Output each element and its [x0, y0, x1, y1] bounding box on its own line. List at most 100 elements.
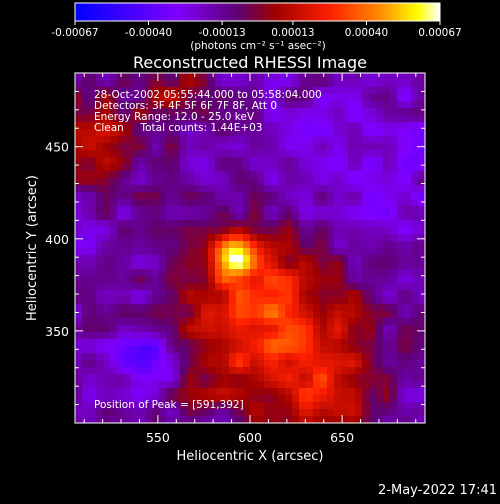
heatmap-cell	[117, 248, 125, 256]
heatmap-cell	[320, 290, 328, 298]
heatmap-cell	[383, 206, 391, 214]
heatmap-cell	[355, 297, 363, 305]
heatmap-cell	[264, 150, 272, 158]
heatmap-cell	[89, 241, 97, 249]
heatmap-cell	[215, 262, 223, 270]
heatmap-cell	[152, 332, 160, 340]
heatmap-cell	[383, 164, 391, 172]
heatmap-cell	[159, 353, 167, 361]
heatmap-cell	[334, 360, 342, 368]
heatmap-cell	[243, 171, 251, 179]
heatmap-cell	[397, 402, 405, 410]
heatmap-cell	[82, 269, 90, 277]
heatmap-cell	[243, 402, 251, 410]
heatmap-cell	[369, 157, 377, 165]
heatmap-cell	[390, 269, 398, 277]
heatmap-cell	[264, 122, 272, 130]
heatmap-cell	[404, 234, 412, 242]
heatmap-cell	[187, 101, 195, 109]
heatmap-cell	[313, 388, 321, 396]
heatmap-cell	[138, 129, 146, 137]
heatmap-cell	[103, 220, 111, 228]
heatmap-cell	[124, 416, 132, 423]
heatmap-cell	[376, 283, 384, 291]
heatmap-cell	[278, 262, 286, 270]
heatmap-cell	[362, 269, 370, 277]
heatmap-cell	[159, 297, 167, 305]
heatmap-cell	[390, 311, 398, 319]
heatmap-cell	[89, 143, 97, 151]
heatmap-cell	[278, 346, 286, 354]
heatmap-cell	[166, 227, 174, 235]
heatmap-cell	[264, 171, 272, 179]
heatmap-cell	[89, 164, 97, 172]
heatmap-cell	[138, 325, 146, 333]
heatmap-cell	[117, 108, 125, 116]
heatmap-cell	[376, 381, 384, 389]
heatmap-cell	[110, 311, 118, 319]
heatmap-cell	[124, 108, 132, 116]
heatmap-cell	[138, 87, 146, 95]
heatmap-cell	[404, 255, 412, 263]
heatmap-cell	[124, 122, 132, 130]
heatmap-cell	[222, 185, 230, 193]
heatmap-cell	[187, 227, 195, 235]
heatmap-cell	[187, 374, 195, 382]
heatmap-cell	[222, 388, 230, 396]
heatmap-cell	[131, 360, 139, 368]
heatmap-cell	[229, 255, 237, 263]
heatmap-cell	[264, 178, 272, 186]
heatmap-cell	[355, 101, 363, 109]
heatmap-cell	[117, 234, 125, 242]
heatmap-cell	[110, 143, 118, 151]
heatmap-cell	[152, 178, 160, 186]
heatmap-cell	[376, 87, 384, 95]
heatmap-cell	[278, 227, 286, 235]
heatmap-cell	[383, 241, 391, 249]
heatmap-cell	[320, 367, 328, 375]
heatmap-cell	[138, 157, 146, 165]
heatmap-cell	[334, 416, 342, 423]
heatmap-cell	[334, 171, 342, 179]
heatmap-cell	[208, 269, 216, 277]
heatmap-cell	[341, 381, 349, 389]
heatmap-cell	[313, 248, 321, 256]
heatmap-cell	[376, 220, 384, 228]
heatmap-cell	[362, 325, 370, 333]
heatmap-cell	[334, 73, 342, 81]
heatmap-cell	[208, 283, 216, 291]
heatmap-cell	[243, 374, 251, 382]
heatmap-cell	[397, 108, 405, 116]
heatmap-cell	[404, 297, 412, 305]
heatmap-cell	[131, 101, 139, 109]
heatmap-cell	[152, 339, 160, 347]
heatmap-cell	[334, 262, 342, 270]
heatmap-cell	[250, 157, 258, 165]
heatmap-cell	[292, 87, 300, 95]
heatmap-cell	[96, 101, 104, 109]
heatmap-cell	[285, 360, 293, 368]
heatmap-cell	[110, 185, 118, 193]
heatmap-cell	[299, 311, 307, 319]
heatmap-cell	[383, 213, 391, 221]
heatmap-cell	[243, 108, 251, 116]
heatmap-cell	[264, 290, 272, 298]
heatmap-cell	[82, 143, 90, 151]
heatmap-cell	[124, 269, 132, 277]
heatmap-cell	[397, 136, 405, 144]
heatmap-cell	[201, 416, 209, 423]
heatmap-cell	[369, 213, 377, 221]
heatmap-cell	[264, 164, 272, 172]
heatmap-cell	[369, 374, 377, 382]
heatmap-cell	[327, 416, 335, 423]
heatmap-cell	[103, 360, 111, 368]
heatmap-cell	[229, 150, 237, 158]
heatmap-cell	[299, 332, 307, 340]
heatmap-cell	[383, 360, 391, 368]
heatmap-cell	[348, 157, 356, 165]
heatmap-cell	[376, 360, 384, 368]
heatmap-cell	[124, 164, 132, 172]
heatmap-cell	[334, 290, 342, 298]
heatmap-cell	[327, 115, 335, 123]
heatmap-cell	[320, 255, 328, 263]
